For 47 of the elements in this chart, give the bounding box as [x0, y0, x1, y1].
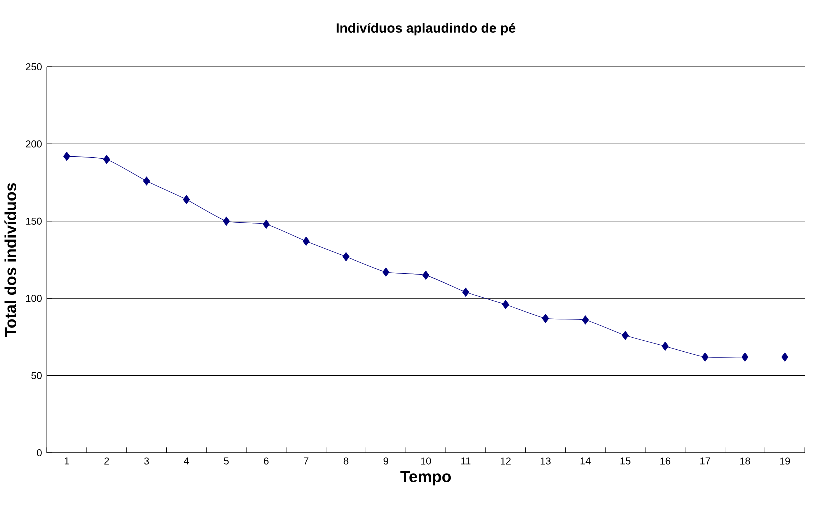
x-tick-label: 9	[384, 458, 388, 465]
point	[702, 352, 709, 362]
x-tick-label: 19	[780, 458, 790, 465]
x-tick-label: 1	[64, 458, 70, 465]
y-tick-label: 150	[26, 218, 42, 225]
point	[302, 236, 310, 246]
x-tick-label: 8	[344, 458, 349, 465]
x-tick-label: 17	[700, 458, 710, 465]
point	[382, 268, 390, 277]
point	[64, 152, 70, 162]
x-tick-label: 15	[620, 458, 631, 465]
y-tick-label: 0	[37, 449, 42, 457]
x-tick-label: 12	[501, 458, 511, 465]
x-tick-label: 5	[224, 458, 229, 465]
y-tick-label: 50	[32, 372, 42, 380]
y-tick-label: 250	[26, 63, 42, 71]
point	[422, 270, 430, 280]
x-tick-label: 10	[421, 458, 432, 465]
point	[263, 220, 270, 230]
x-tick-label: 14	[580, 458, 591, 465]
y-axis-title: Total dos indivíduos	[4, 183, 16, 337]
point	[502, 300, 510, 310]
point	[542, 314, 550, 324]
x-axis-title: Tempo	[400, 471, 452, 486]
point	[782, 352, 789, 362]
x-tick-label: 13	[540, 458, 551, 465]
x-tick-label: 4	[184, 458, 190, 465]
chart-title: Indivíduos aplaudindo de pé	[336, 23, 516, 36]
point	[143, 176, 150, 186]
x-tick-label: 11	[462, 458, 471, 465]
point	[223, 216, 230, 226]
x-tick-label: 6	[264, 458, 269, 465]
point	[662, 342, 669, 351]
x-tick-label: 18	[740, 458, 750, 465]
x-tick-label: 2	[104, 458, 110, 465]
point	[582, 316, 590, 325]
x-tick-label: 7	[304, 458, 309, 465]
x-tick-label: 16	[660, 458, 671, 465]
point	[462, 288, 470, 297]
y-tick-label: 100	[26, 295, 42, 302]
point	[342, 252, 350, 262]
x-tick-label: 3	[144, 458, 150, 465]
y-tick-label: 200	[26, 140, 42, 148]
point	[742, 352, 749, 362]
point	[103, 155, 110, 164]
point	[183, 195, 190, 204]
point	[622, 331, 630, 340]
